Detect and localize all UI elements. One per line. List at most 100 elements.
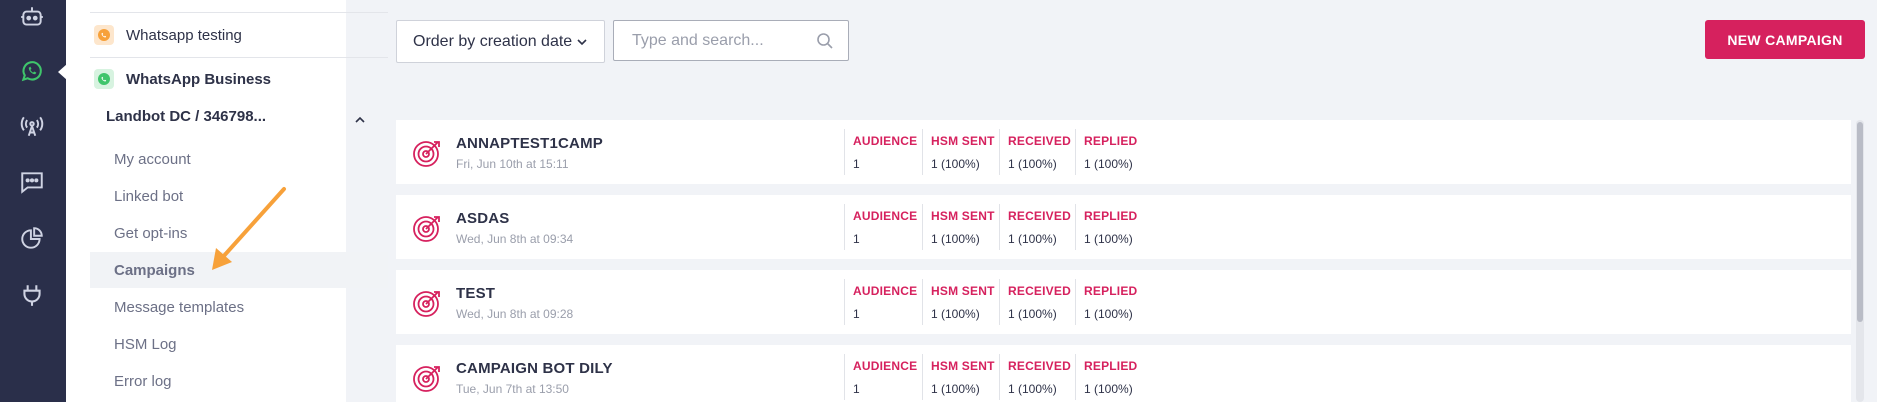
- stat-label: REPLIED: [1084, 134, 1138, 148]
- stat-received: RECEIVED 1 (100%): [999, 129, 1071, 175]
- stat-hsm-sent: HSM SENT 1 (100%): [922, 204, 995, 250]
- bot-icon[interactable]: [17, 2, 47, 32]
- campaign-name: CAMPAIGN BOT DILY: [456, 360, 613, 377]
- chevron-up-icon[interactable]: [354, 114, 366, 126]
- channel-label: WhatsApp Business: [126, 70, 272, 88]
- stat-hsm-sent: HSM SENT 1 (100%): [922, 129, 995, 175]
- stat-received: RECEIVED 1 (100%): [999, 354, 1071, 400]
- order-by-label: Order by creation date: [413, 32, 573, 50]
- stat-label: AUDIENCE: [853, 134, 918, 148]
- sidebar-item-error-log[interactable]: Error log: [90, 363, 388, 399]
- sidebar-item-my-account[interactable]: My account: [90, 141, 388, 177]
- stat-audience: AUDIENCE 1: [844, 354, 917, 400]
- sidebar-item-label: Error log: [114, 372, 172, 390]
- campaign-date: Wed, Jun 8th at 09:28: [456, 307, 574, 321]
- account-selector[interactable]: Landbot DC / 346798...: [106, 108, 267, 125]
- sidebar-item-campaigns[interactable]: Campaigns: [90, 252, 388, 288]
- chat-icon[interactable]: [17, 167, 47, 197]
- stat-value: 1 (100%): [931, 382, 980, 396]
- stat-audience: AUDIENCE 1: [844, 279, 917, 325]
- campaign-name: ASDAS: [456, 210, 510, 227]
- campaign-date: Wed, Jun 8th at 09:34: [456, 232, 574, 246]
- stat-label: HSM SENT: [931, 359, 995, 373]
- stat-audience: AUDIENCE 1: [844, 129, 917, 175]
- stat-value: 1 (100%): [1008, 382, 1057, 396]
- campaign-row[interactable]: CAMPAIGN BOT DILY Tue, Jun 7th at 13:50 …: [396, 345, 1851, 402]
- sidebar-item-label: My account: [114, 150, 191, 168]
- stat-value: 1 (100%): [931, 232, 980, 246]
- list-scrollbar[interactable]: [1856, 120, 1864, 402]
- campaign-row[interactable]: TEST Wed, Jun 8th at 09:28 AUDIENCE 1 HSM…: [396, 270, 1851, 334]
- active-indicator: [58, 64, 67, 80]
- stat-label: REPLIED: [1084, 209, 1138, 223]
- new-campaign-button[interactable]: NEW CAMPAIGN: [1705, 20, 1865, 59]
- divider: [90, 57, 388, 58]
- sidebar-item-label: Get opt-ins: [114, 224, 188, 242]
- plug-icon[interactable]: [17, 280, 47, 310]
- stat-label: RECEIVED: [1008, 284, 1071, 298]
- chevron-down-icon: [577, 39, 587, 46]
- main-content: Order by creation date NEW CAMPAIGN ANNA…: [346, 0, 1877, 402]
- search-icon[interactable]: [816, 32, 834, 50]
- sidebar-item-label: Message templates: [114, 298, 245, 316]
- stat-value: 1 (100%): [1008, 307, 1057, 321]
- stat-label: RECEIVED: [1008, 359, 1071, 373]
- divider: [90, 12, 388, 13]
- stat-label: RECEIVED: [1008, 134, 1071, 148]
- stat-label: HSM SENT: [931, 209, 995, 223]
- analytics-icon[interactable]: [17, 224, 47, 254]
- stat-value: 1 (100%): [1084, 307, 1133, 321]
- stat-replied: REPLIED 1 (100%): [1075, 279, 1137, 325]
- campaign-row[interactable]: ANNAPTEST1CAMP Fri, Jun 10th at 15:11 AU…: [396, 120, 1851, 184]
- stat-value: 1 (100%): [1084, 382, 1133, 396]
- sidebar-item-hsm-log[interactable]: HSM Log: [90, 326, 388, 362]
- broadcast-icon[interactable]: [17, 111, 47, 141]
- stat-label: HSM SENT: [931, 284, 995, 298]
- whatsapp-green-icon: [94, 69, 114, 89]
- target-icon: [413, 366, 440, 392]
- stat-value: 1: [853, 307, 860, 321]
- stat-audience: AUDIENCE 1: [844, 204, 917, 250]
- channel-whatsapp-business[interactable]: WhatsApp Business: [90, 57, 388, 101]
- stat-value: 1 (100%): [1008, 157, 1057, 171]
- campaign-name: TEST: [456, 285, 496, 302]
- stat-value: 1 (100%): [931, 157, 980, 171]
- sidebar-item-label: HSM Log: [114, 335, 177, 353]
- stat-value: 1: [853, 157, 860, 171]
- stat-hsm-sent: HSM SENT 1 (100%): [922, 354, 995, 400]
- stat-label: AUDIENCE: [853, 359, 918, 373]
- stat-received: RECEIVED 1 (100%): [999, 279, 1071, 325]
- channel-label: Whatsapp testing: [126, 26, 242, 44]
- stat-hsm-sent: HSM SENT 1 (100%): [922, 279, 995, 325]
- stat-replied: REPLIED 1 (100%): [1075, 129, 1137, 175]
- campaign-row[interactable]: ASDAS Wed, Jun 8th at 09:34 AUDIENCE 1 HS…: [396, 195, 1851, 259]
- search-input[interactable]: [632, 31, 802, 51]
- sidebar-item-message-templates[interactable]: Message templates: [90, 289, 388, 325]
- stat-value: 1 (100%): [1084, 157, 1133, 171]
- stat-label: HSM SENT: [931, 134, 995, 148]
- stat-value: 1 (100%): [931, 307, 980, 321]
- stat-received: RECEIVED 1 (100%): [999, 204, 1071, 250]
- channel-sidebar: Whatsapp testing WhatsApp Business Landb…: [66, 0, 388, 402]
- campaign-date: Fri, Jun 10th at 15:11: [456, 157, 569, 171]
- order-by-select[interactable]: Order by creation date: [396, 20, 605, 63]
- sidebar-item-linked-bot[interactable]: Linked bot: [90, 178, 388, 214]
- channel-whatsapp-testing[interactable]: Whatsapp testing: [90, 13, 388, 57]
- stat-value: 1 (100%): [1008, 232, 1057, 246]
- stat-replied: REPLIED 1 (100%): [1075, 354, 1137, 400]
- icon-rail: [0, 0, 67, 402]
- stat-value: 1: [853, 232, 860, 246]
- scrollbar-thumb[interactable]: [1857, 122, 1863, 322]
- whatsapp-orange-icon: [94, 25, 114, 45]
- stat-replied: REPLIED 1 (100%): [1075, 204, 1137, 250]
- sidebar-item-label: Campaigns: [114, 261, 195, 279]
- campaign-name: ANNAPTEST1CAMP: [456, 135, 603, 152]
- sidebar-item-get-opt-ins[interactable]: Get opt-ins: [90, 215, 388, 251]
- stat-label: REPLIED: [1084, 284, 1138, 298]
- stat-label: RECEIVED: [1008, 209, 1071, 223]
- whatsapp-icon[interactable]: [17, 56, 47, 86]
- target-icon: [413, 141, 440, 167]
- stat-label: AUDIENCE: [853, 284, 918, 298]
- target-icon: [413, 216, 440, 242]
- search-box[interactable]: [613, 20, 849, 61]
